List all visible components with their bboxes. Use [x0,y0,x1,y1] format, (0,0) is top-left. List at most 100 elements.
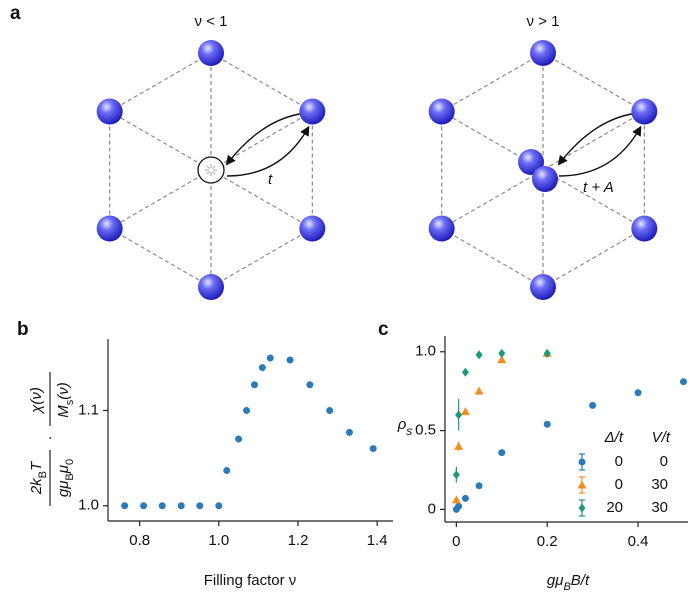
legend-label: 30 [651,476,668,493]
bond [542,227,645,288]
x-tick-label: 0.4 [628,533,649,550]
label-part: T [28,460,45,471]
point [326,406,334,414]
y-axis-label: ρs [397,416,413,438]
hop-arrow [226,125,310,177]
point [475,482,483,490]
label-part: ρ [397,416,407,433]
point [679,378,687,386]
point [286,356,294,364]
point [589,401,597,409]
panel-letter: c [378,319,389,340]
denominator: Ms(ν) [55,382,76,418]
point [634,389,642,397]
atom [631,215,658,242]
point [369,445,377,453]
point [121,502,129,510]
legend-header: Δ/t [604,429,624,446]
point [258,364,266,372]
legend-marker [578,503,586,513]
point [498,449,506,457]
x-tick-label: 1.4 [367,532,388,549]
atom [96,215,123,242]
hop-label: t [268,171,273,188]
legend-label: 20 [606,499,623,516]
label-part: 2k [28,477,45,495]
point [475,350,483,360]
panel-letter: b [17,319,29,340]
point [497,355,507,364]
bond [210,227,313,288]
atom [530,40,556,66]
atom [532,166,558,192]
hop-label: t + A [583,179,614,196]
x-tick-label: 0 [452,533,460,550]
label-part: s [406,424,412,438]
legend-marker [578,458,586,466]
point [461,367,469,377]
point [474,386,484,395]
point [215,502,223,510]
bond [109,110,313,230]
lattice-diagrams [96,40,658,300]
panel-letter: a [10,3,21,24]
point [451,495,461,504]
atom [299,215,326,242]
label-part: gμ [547,572,564,589]
panel-title: ν > 1 [527,13,560,30]
label-part: B [563,581,570,593]
label-part: μ [55,465,72,474]
label-part: gμ [55,481,72,498]
point [455,502,463,510]
point [158,502,166,510]
denominator: gμBμ0 [55,459,76,497]
legend-label: 30 [651,499,668,516]
series [452,378,687,513]
bond [441,52,544,113]
y-tick-label: 1.0 [415,343,436,360]
y-tick-label: 1.1 [78,401,99,418]
point [243,406,251,414]
numerator: 2kBT [28,460,49,495]
bond [109,110,313,230]
bond [109,52,212,113]
y-tick-label: 0 [428,500,436,517]
x-tick-label: 1.0 [208,532,229,549]
dot: · [41,436,58,441]
x-axis-label: Filling factor ν [204,572,297,589]
label-part: 0 [64,459,76,465]
point [235,435,243,443]
numerator: χ(ν) [28,387,45,415]
point [345,428,353,436]
bond [109,227,212,288]
hop-arrow [225,112,303,166]
label-part: B [64,473,76,480]
point [498,348,506,358]
panel-title: ν < 1 [195,13,228,30]
bond [542,52,645,113]
legend-marker [577,480,587,489]
atom [631,98,658,125]
atom [96,98,123,125]
bond [441,110,645,230]
bond [441,227,544,288]
x-axis-label: gμBB/t [547,572,590,593]
series [452,348,551,483]
label-part: M [55,405,72,418]
y-tick-label: 1.0 [78,497,99,514]
point [452,470,460,480]
y-tick-label: 0.5 [415,422,436,439]
point [461,494,469,502]
atom [198,40,224,66]
point [196,502,204,510]
bond [441,110,645,230]
point [177,502,185,510]
point [140,502,148,510]
vacancy-mark [212,165,216,169]
point [543,348,551,358]
label-part: s [64,399,76,405]
hop-arrow [557,112,635,166]
point [306,381,314,389]
